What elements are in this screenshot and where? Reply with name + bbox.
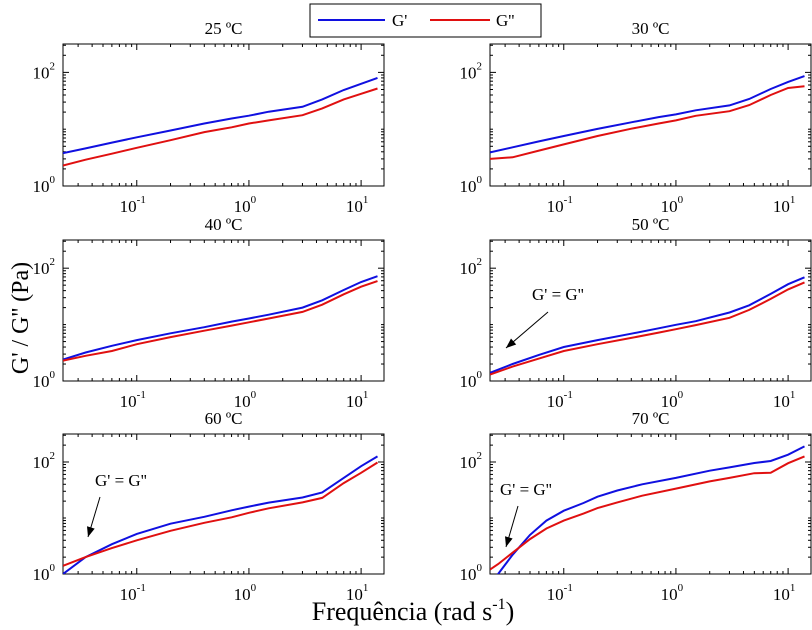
y-tick-label: 102 [33, 450, 56, 472]
series-g-prime-line [63, 455, 379, 574]
series-g-double-prime-line [490, 281, 805, 376]
x-tick-label: 100 [234, 582, 257, 604]
series-g-double-prime-line [63, 461, 379, 567]
x-tick-label: 101 [346, 194, 369, 216]
x-axis-label: Frequência (rad s-1) [312, 596, 514, 626]
y-tick-label: 102 [33, 256, 56, 278]
axes-frame [489, 433, 812, 575]
panel-4: 10-1 100 101 100 102 50 ºC G' = G'' [460, 215, 812, 411]
annotation-crossover-label: G' = G'' [95, 471, 147, 490]
legend-label-g-prime: G' [392, 11, 407, 30]
y-tick-label: 100 [33, 174, 56, 196]
x-tick-label: 10-1 [120, 582, 146, 604]
x-tick-label: 100 [661, 194, 684, 216]
y-tick-label: 102 [460, 60, 483, 82]
x-tick-label: 10-1 [120, 389, 146, 411]
x-tick-label: 101 [773, 194, 796, 216]
axes-frame [489, 43, 812, 187]
panel-title: 30 ºC [632, 19, 670, 38]
panel-title: 60 ºC [205, 409, 243, 428]
series-g-prime-line [490, 276, 805, 374]
series-g-double-prime-line [63, 87, 378, 167]
x-tick-label: 10-1 [547, 194, 573, 216]
axes-frame [62, 239, 385, 382]
axes-frame [62, 43, 385, 187]
panel-title: 25 ºC [205, 19, 243, 38]
series-g-prime-line [496, 445, 805, 574]
x-tick-label: 10-1 [547, 389, 573, 411]
x-tick-label: 100 [234, 194, 257, 216]
panel-6: 10-1 100 101 100 102 70 ºC G' = G'' [460, 409, 812, 604]
panel-5: 10-1 100 101 100 102 60 ºC G' = G'' [33, 409, 385, 604]
series-g-double-prime-line [63, 280, 378, 362]
x-axis-label-base: Frequência (rad s [312, 597, 492, 626]
annotation-arrow-head [505, 536, 513, 547]
annotation-crossover-label: G' = G'' [500, 480, 552, 499]
x-tick-label: 100 [661, 582, 684, 604]
series-g-prime-line [63, 275, 378, 361]
annotation-arrow-head [87, 526, 95, 537]
y-tick-label: 102 [460, 450, 483, 472]
y-tick-label: 102 [460, 256, 483, 278]
series-g-prime-line [63, 76, 378, 155]
panel-3: 10-1 100 101 100 102 40 ºC [33, 215, 385, 411]
panels-group: 10-1 100 101 100 102 25 ºC 10-1 100 101 100 102 30 … [33, 19, 812, 604]
y-tick-label: 100 [460, 174, 483, 196]
x-tick-label: 101 [773, 582, 796, 604]
x-axis-label-end: ) [506, 597, 515, 626]
legend-label-g-double-prime: G'' [496, 11, 514, 30]
y-tick-label: 100 [460, 369, 483, 391]
panel-title: 70 ºC [632, 409, 670, 428]
panel-1: 10-1 100 101 100 102 25 ºC [33, 19, 385, 216]
x-tick-label: 101 [773, 389, 796, 411]
y-tick-label: 100 [33, 562, 56, 584]
legend: G' G'' [309, 3, 542, 38]
y-tick-label: 102 [33, 60, 56, 82]
x-tick-label: 100 [661, 389, 684, 411]
annotation-crossover-label: G' = G'' [532, 285, 584, 304]
axes-frame [62, 433, 385, 575]
series-g-double-prime-line [490, 85, 805, 160]
panel-title: 40 ºC [205, 215, 243, 234]
axes-frame [489, 239, 812, 382]
x-tick-label: 101 [346, 582, 369, 604]
y-axis-label: G' / G'' (Pa) [8, 262, 34, 374]
y-tick-label: 100 [33, 369, 56, 391]
x-tick-label: 101 [346, 389, 369, 411]
x-tick-label: 10-1 [547, 582, 573, 604]
panel-title: 50 ºC [632, 215, 670, 234]
series-g-prime-line [490, 75, 805, 154]
x-tick-label: 100 [234, 389, 257, 411]
y-tick-label: 100 [460, 562, 483, 584]
x-tick-label: 10-1 [120, 194, 146, 216]
panel-2: 10-1 100 101 100 102 30 ºC [460, 19, 812, 216]
series-g-double-prime-line [490, 455, 805, 571]
annotation-arrow-head [506, 338, 517, 348]
x-axis-label-superscript: -1 [492, 596, 505, 613]
